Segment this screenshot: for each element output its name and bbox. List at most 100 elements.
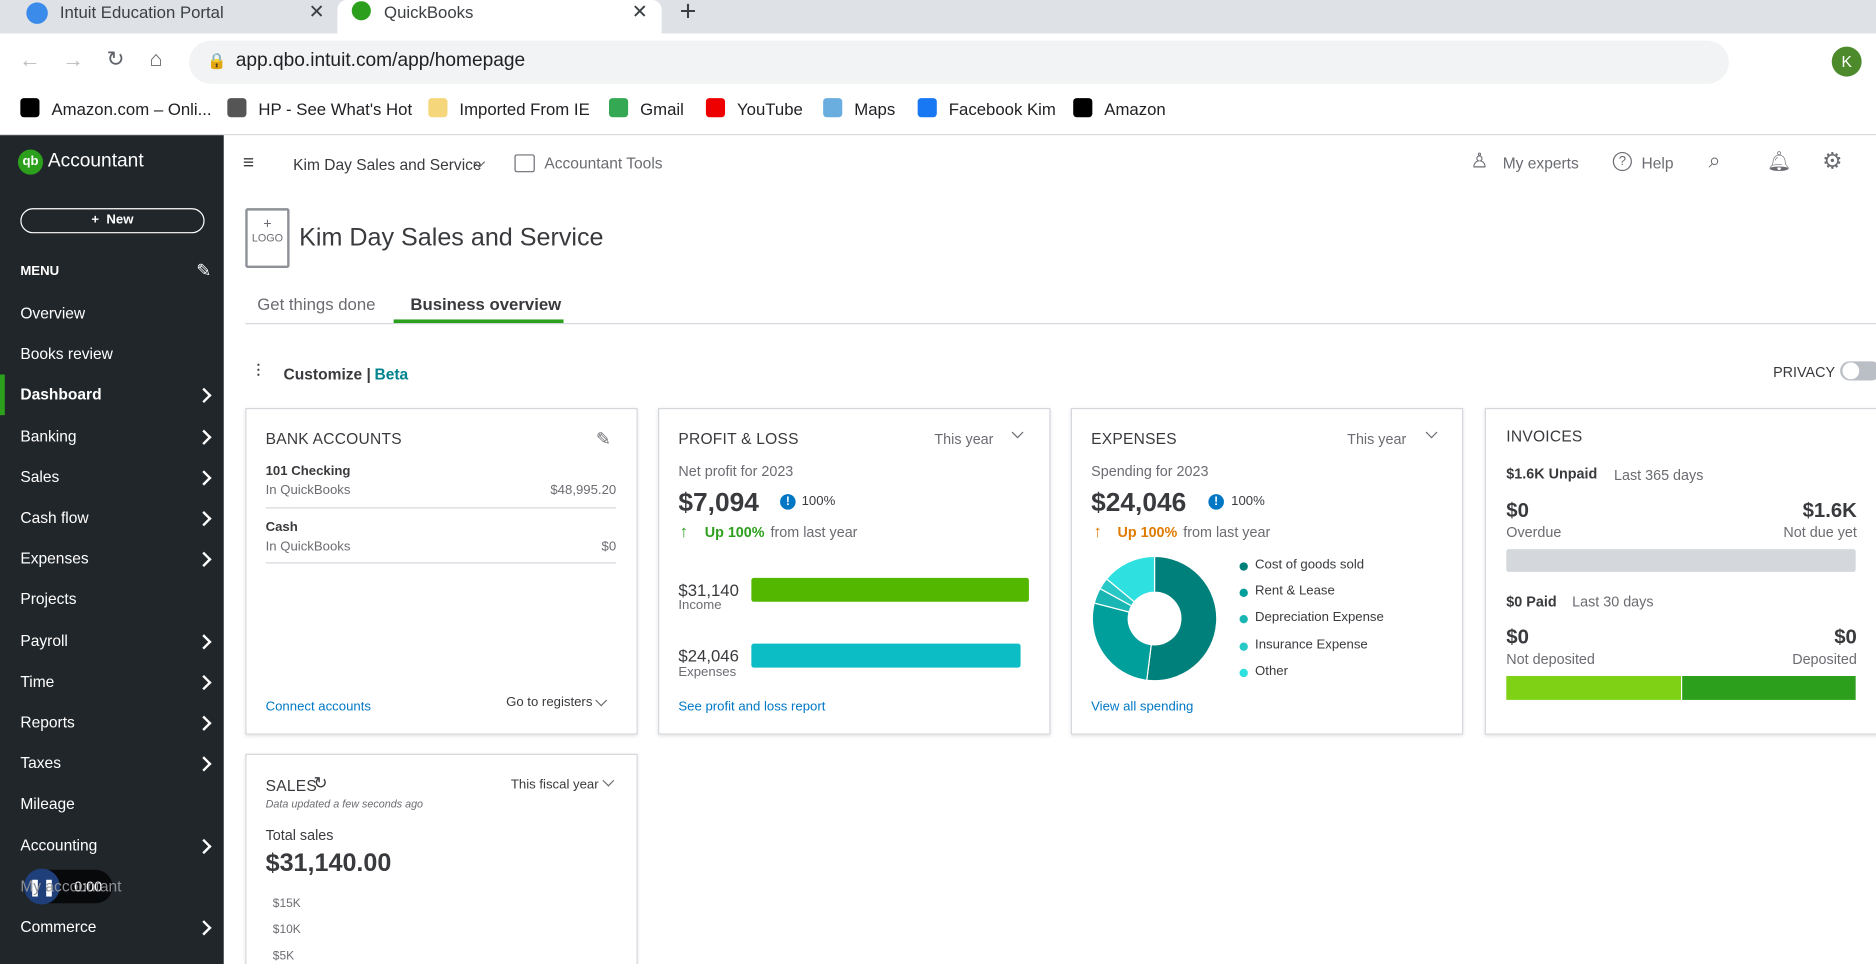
company-menu[interactable]: Kim Day Sales and Service	[293, 155, 482, 174]
reload-button[interactable]: ↻	[106, 46, 125, 71]
new-button[interactable]: + New	[20, 208, 205, 234]
bookmark[interactable]: Maps	[854, 99, 896, 119]
bookmark[interactable]: Amazon	[1104, 99, 1166, 119]
not-deposited-bar[interactable]	[1506, 675, 1681, 700]
not-due-label: Not due yet	[1783, 524, 1857, 541]
card-title: INVOICES	[1506, 427, 1583, 446]
page-tab-active[interactable]: Business overview	[410, 294, 562, 314]
address-bar[interactable]	[189, 40, 1729, 84]
menu-item[interactable]: Reports	[20, 713, 75, 732]
account-balance: $0	[601, 539, 617, 554]
menu-item[interactable]: Banking	[20, 426, 77, 445]
legend-label: Cost of goods sold	[1255, 557, 1365, 572]
help[interactable]: Help	[1641, 154, 1674, 173]
legend-label: Depreciation Expense	[1255, 610, 1384, 626]
legend-dot	[1239, 668, 1248, 677]
menu-item[interactable]: Time	[20, 672, 55, 691]
go-to-registers[interactable]: Go to registers	[506, 695, 593, 710]
menu-item[interactable]: Accounting	[20, 835, 98, 854]
bookmark[interactable]: Facebook Kim	[948, 99, 1056, 119]
menu-item[interactable]: Cash flow	[20, 508, 89, 527]
menu-item[interactable]: Sales	[20, 467, 60, 486]
bookmark[interactable]: HP - See What's Hot	[258, 99, 413, 119]
spending-link[interactable]: View all spending	[1091, 699, 1194, 715]
menu-item[interactable]: Overview	[20, 303, 86, 322]
menu-item[interactable]: Books review	[20, 344, 113, 363]
legend-label: Other	[1255, 663, 1288, 679]
change: Up 100%	[704, 524, 765, 541]
pause-button[interactable]: ❚❚	[23, 868, 60, 905]
bank-accounts-card	[245, 407, 638, 735]
briefcase-icon	[514, 154, 535, 173]
income-amount: $31,140	[678, 580, 739, 600]
tab-divider	[245, 323, 1876, 325]
bookmark[interactable]: Amazon.com – Onli...	[51, 99, 212, 119]
tab-icon	[351, 1, 371, 21]
up-arrow: ↑	[1093, 521, 1102, 541]
menu-item[interactable]: Taxes	[20, 753, 61, 772]
settings-icon[interactable]: ⚙	[1822, 149, 1843, 175]
url[interactable]: app.qbo.intuit.com/app/homepage	[235, 50, 526, 71]
menu-item[interactable]: Dashboard	[20, 385, 102, 404]
divider	[265, 507, 617, 509]
tab-close[interactable]: ✕	[308, 2, 325, 23]
menu-item[interactable]: Projects	[20, 590, 77, 609]
profile-avatar[interactable]: K	[1831, 46, 1862, 77]
bookmark[interactable]: Imported From IE	[459, 99, 590, 119]
period[interactable]: This fiscal year	[510, 777, 599, 793]
bookmark[interactable]: YouTube	[737, 99, 803, 119]
legend-label: Insurance Expense	[1255, 637, 1368, 652]
menu-item[interactable]: My accountant	[20, 876, 122, 895]
my-experts[interactable]: My experts	[1502, 154, 1579, 173]
accountant-tools[interactable]: Accountant Tools	[544, 154, 663, 173]
connect-accounts[interactable]: Connect accounts	[265, 699, 371, 715]
menu-item[interactable]: Mileage	[20, 794, 75, 813]
refresh-icon[interactable]: ↻	[313, 772, 328, 793]
card-title: EXPENSES	[1091, 429, 1177, 448]
paid-period: Last 30 days	[1572, 593, 1654, 611]
income-label: Income	[678, 598, 722, 613]
not-deposited-label: Not deposited	[1506, 650, 1595, 668]
account-name: Cash	[265, 520, 298, 535]
unpaid-period: Last 365 days	[1613, 466, 1704, 484]
unpaid-bar[interactable]	[1506, 549, 1856, 572]
menu-item[interactable]: Commerce	[20, 917, 97, 936]
up-arrow: ↑	[679, 521, 688, 541]
customize[interactable]: Customize |	[283, 364, 371, 383]
change: Up 100%	[1117, 524, 1178, 541]
new-tab[interactable]: +	[679, 0, 697, 28]
edit-menu[interactable]: ✎	[196, 260, 212, 282]
sidebar	[0, 135, 224, 964]
logo-upload[interactable]: + LOGO	[245, 208, 290, 269]
divider	[265, 562, 617, 564]
bookmark[interactable]: Gmail	[640, 99, 684, 119]
active-tab[interactable]	[337, 0, 662, 34]
period[interactable]: This year	[934, 430, 994, 448]
card-title: BANK ACCOUNTS	[265, 429, 402, 448]
pie-slice	[1091, 602, 1152, 681]
tab-close[interactable]: ✕	[631, 2, 648, 23]
back-button[interactable]: ←	[19, 47, 41, 72]
tab-title[interactable]: Intuit Education Portal	[59, 2, 224, 22]
customize-icon: ⫶	[256, 361, 261, 382]
bookmark-icon	[1073, 98, 1093, 118]
edit-icon[interactable]: ✎	[595, 429, 611, 450]
collapse-menu[interactable]: ≡	[242, 153, 255, 174]
forward-button[interactable]: →	[62, 47, 84, 72]
menu-item[interactable]: Expenses	[20, 549, 89, 568]
pl-report-link[interactable]: See profit and loss report	[678, 699, 826, 715]
deposited-bar[interactable]	[1682, 675, 1856, 700]
tab-title[interactable]: QuickBooks	[384, 2, 474, 22]
search-icon[interactable]: ⌕	[1708, 148, 1721, 173]
qb-logo: qb	[17, 149, 44, 175]
income-bar[interactable]	[751, 577, 1029, 602]
menu-item[interactable]: Payroll	[20, 631, 68, 650]
page-tab[interactable]: Get things done	[257, 294, 376, 314]
updated: Data updated a few seconds ago	[265, 798, 424, 810]
privacy-toggle[interactable]	[1840, 361, 1876, 381]
total-sales: $31,140.00	[265, 849, 392, 877]
home-button[interactable]: ⌂	[149, 46, 163, 71]
notifications-icon[interactable]: 🔔︎	[1767, 151, 1792, 173]
period[interactable]: This year	[1347, 430, 1407, 448]
expenses-bar[interactable]	[751, 643, 1021, 668]
